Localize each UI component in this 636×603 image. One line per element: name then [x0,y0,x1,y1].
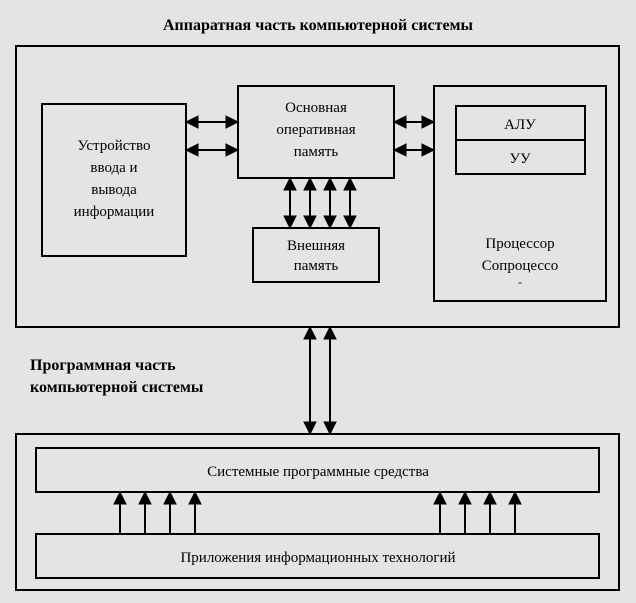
io-box [42,104,186,256]
hardware-title: Аппаратная часть компьютерной системы [163,17,474,34]
ram-label-1: Основная [285,100,347,116]
software-title-2: компьютерной системы [30,379,204,396]
io-label-3: вывода [91,182,137,198]
cpu-label-2: Сопроцессо [482,258,558,274]
software-title-1: Программная часть [30,357,176,374]
software-outer-box [16,434,619,590]
ram-label-2: оперативная [276,122,355,138]
ext-label-2: память [294,258,339,274]
cu-label: УУ [509,151,531,167]
io-label-1: Устройство [78,138,151,154]
app-label: Приложения информационных технологий [180,550,455,566]
cpu-label-1: Процессор [485,236,554,252]
alu-label: АЛУ [504,117,536,133]
sys-label: Системные программные средства [207,464,429,480]
io-label-4: информации [74,204,155,220]
cpu-label-3: - [518,275,522,289]
ext-label-1: Внешняя [287,238,345,254]
io-label-2: ввода и [90,160,137,176]
ram-label-3: память [294,144,339,160]
